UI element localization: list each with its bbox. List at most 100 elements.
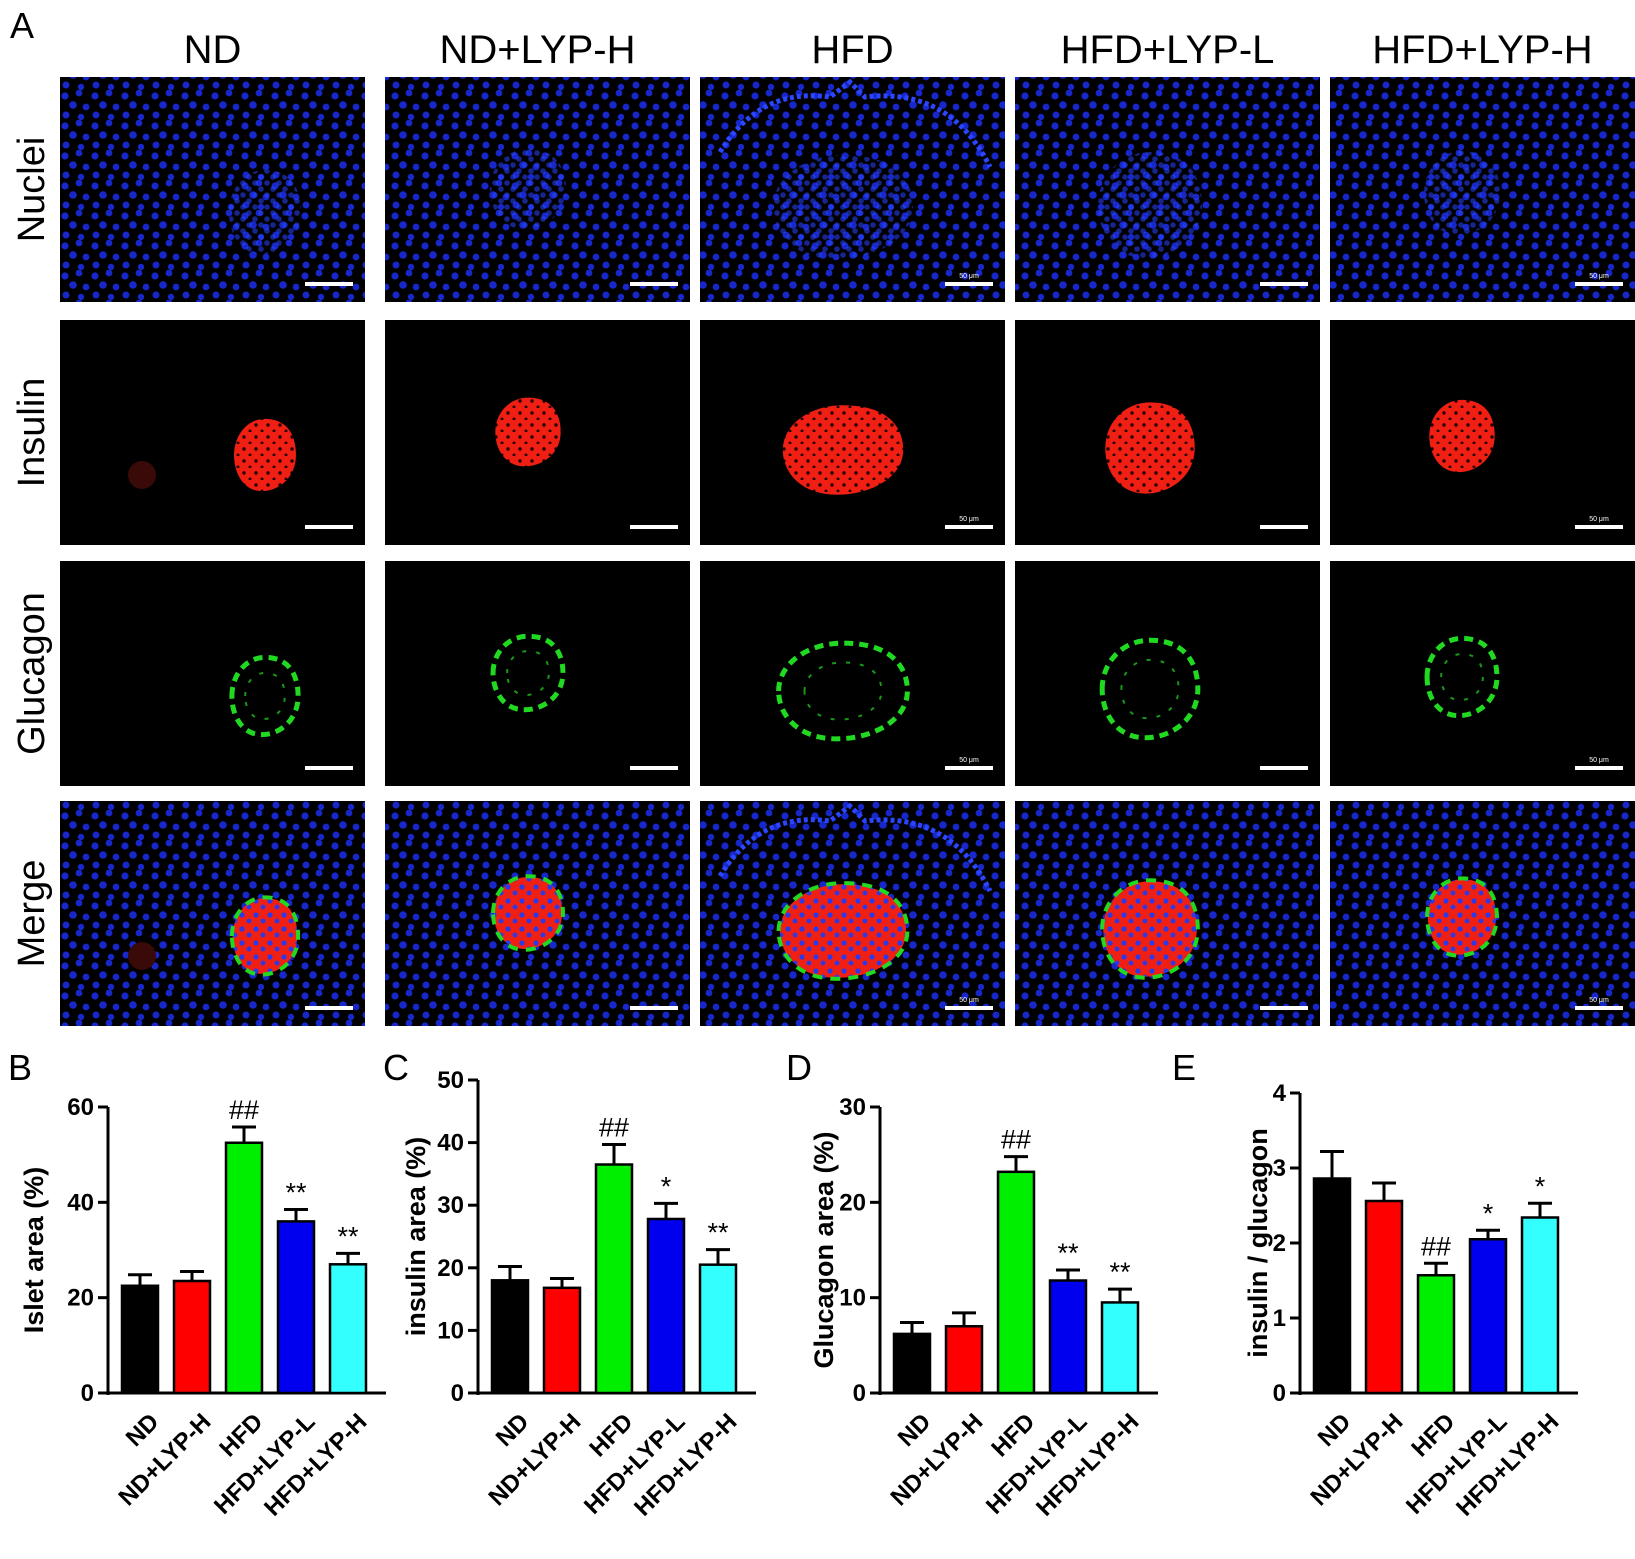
bar-hfd-lyp-l [1048, 1279, 1088, 1395]
merge-glucagon-rim [1100, 878, 1200, 980]
merge-islet [493, 877, 563, 949]
islet-nuclei-cluster [1424, 151, 1500, 235]
merge-islet [1427, 879, 1497, 955]
panel-letter-a: A [10, 5, 34, 46]
row-label-nuclei: Nuclei [11, 137, 53, 243]
significance-label: ## [1001, 1125, 1031, 1155]
insulin-islet [1429, 399, 1495, 473]
column-label-hfd: HFD [811, 28, 893, 72]
micrograph-merge-hfd: 50 μm [700, 801, 1005, 1026]
glucagon-inner [506, 649, 550, 697]
merge-islet [1103, 881, 1197, 977]
scale-bar [1575, 766, 1623, 770]
y-axis-label: insulin / glucagon [1243, 1128, 1273, 1358]
significance-label: ** [707, 1218, 729, 1248]
micrograph-glucagon-hfd-lyp-l [1015, 561, 1320, 786]
merge-glucagon-rim [491, 874, 565, 952]
bar-hfd-lyp-h [1520, 1216, 1560, 1395]
bar-hfd [594, 1163, 634, 1395]
y-tick-label: 10 [437, 1317, 464, 1344]
micrograph-background [60, 561, 365, 786]
micrograph-background [700, 561, 1005, 786]
scale-bar [305, 1006, 353, 1010]
islet-nuclei-cluster [490, 149, 566, 229]
y-tick-label: 3 [1273, 1155, 1286, 1182]
scale-bar [1575, 1006, 1623, 1010]
scale-bar [1575, 525, 1623, 529]
nuclei-stain [60, 77, 365, 302]
bar-nd-lyp-h [1364, 1199, 1404, 1395]
y-tick-label: 2 [1273, 1230, 1286, 1257]
y-tick-label: 20 [67, 1285, 94, 1312]
micrograph-nuclei-hfd-lyp-l [1015, 77, 1320, 302]
micrograph-merge-nd [60, 801, 365, 1026]
bar-nd-lyp-h [944, 1325, 984, 1395]
micrograph-merge-hfd-lyp-l [1015, 801, 1320, 1026]
bar-nd [892, 1332, 932, 1395]
merge-glucagon-rim [1425, 876, 1499, 958]
y-axis-label: Glucagon area (%) [809, 1131, 839, 1368]
column-label-nd: ND [184, 28, 242, 72]
merge-islet [232, 898, 298, 974]
significance-label: * [1535, 1171, 1546, 1201]
significance-label: * [661, 1171, 672, 1201]
scale-bar [945, 282, 993, 286]
y-axis-label: Islet area (%) [19, 1167, 49, 1334]
micrograph-nuclei-nd-lyp-h [385, 77, 690, 302]
bar-nd [490, 1279, 530, 1395]
merge-glucagon-rim [776, 881, 910, 981]
significance-label: ## [599, 1112, 629, 1142]
category-label-nd: ND [121, 1408, 165, 1452]
scale-bar [1575, 282, 1623, 286]
scale-bar-label: 50 μm [1589, 273, 1609, 280]
panel-letter-e: E [1172, 1047, 1196, 1088]
bar-nd [120, 1284, 160, 1395]
scale-bar [630, 525, 678, 529]
scale-bar [305, 282, 353, 286]
bar-nd [1312, 1177, 1352, 1395]
scale-bar [1260, 766, 1308, 770]
y-tick-label: 60 [67, 1094, 94, 1121]
significance-label: * [1483, 1198, 1494, 1228]
islet-nuclei-cluster [773, 155, 913, 259]
y-tick-label: 40 [67, 1189, 94, 1216]
row-label-glucagon: Glucagon [11, 592, 53, 755]
scale-bar [305, 525, 353, 529]
micrograph-glucagon-hfd-lyp-h: 50 μm [1330, 561, 1635, 786]
y-tick-label: 10 [839, 1285, 866, 1312]
bar-hfd [224, 1141, 264, 1395]
micrograph-nuclei-hfd: 50 μm [700, 77, 1005, 302]
y-tick-label: 1 [1273, 1305, 1286, 1332]
micrograph-insulin-hfd-lyp-h: 50 μm [1330, 320, 1635, 545]
bar-nd-lyp-h [542, 1286, 582, 1395]
y-tick-label: 4 [1273, 1080, 1287, 1107]
column-label-nd-lyp-h: ND+LYP-H [440, 28, 636, 72]
panel-letter-b: B [8, 1047, 32, 1088]
scale-bar-label: 50 μm [1589, 757, 1609, 764]
y-tick-label: 0 [853, 1380, 866, 1407]
y-tick-label: 30 [839, 1094, 866, 1121]
scale-bar-label: 50 μm [959, 273, 979, 280]
glucagon-rim [229, 654, 301, 738]
category-label-nd: ND [893, 1408, 937, 1452]
micrograph-glucagon-hfd: 50 μm [700, 561, 1005, 786]
micrograph-glucagon-nd [60, 561, 365, 786]
bar-nd-lyp-h [172, 1279, 212, 1395]
y-axis-label: insulin area (%) [401, 1137, 431, 1337]
scale-bar-label: 50 μm [1589, 516, 1609, 523]
micrograph-nuclei-hfd-lyp-h: 50 μm [1330, 77, 1635, 302]
significance-label: ** [337, 1221, 359, 1251]
y-tick-label: 30 [437, 1192, 464, 1219]
bar-hfd [996, 1170, 1036, 1395]
bar-hfd-lyp-h [328, 1263, 368, 1395]
y-tick-label: 40 [437, 1130, 464, 1157]
significance-label: ** [1109, 1257, 1131, 1287]
y-tick-label: 50 [437, 1067, 464, 1094]
insulin-islet [234, 418, 296, 492]
y-tick-label: 0 [451, 1380, 464, 1407]
bar-hfd-lyp-h [1100, 1301, 1140, 1395]
background-autofluorescence [128, 942, 156, 970]
